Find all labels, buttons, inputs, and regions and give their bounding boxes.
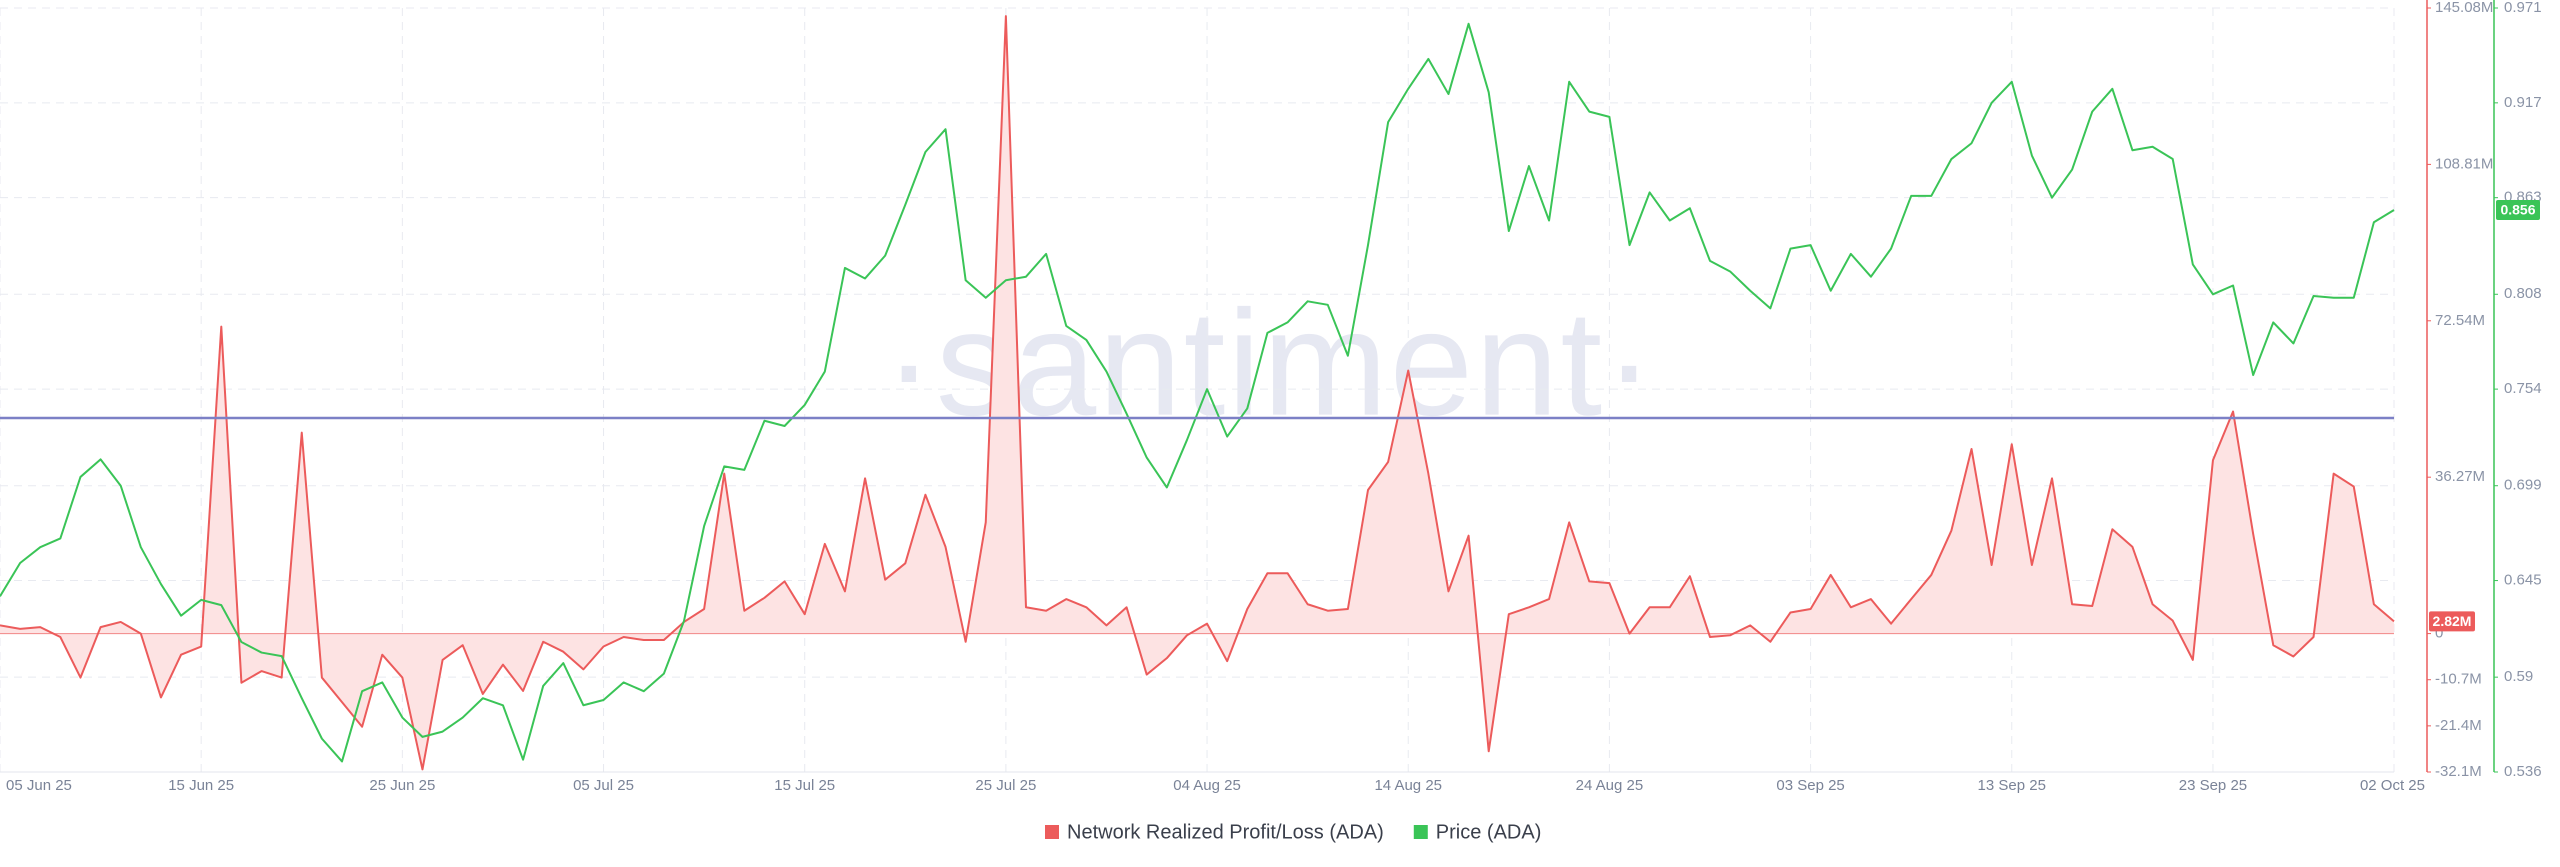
y-tick-label: -21.4M (2435, 717, 2482, 734)
legend-swatch (1045, 825, 1059, 839)
last-value-label: 0.856 (2500, 202, 2535, 218)
y2-tick-label: 0.536 (2504, 763, 2542, 780)
x-tick-label: 23 Sep 25 (2179, 777, 2247, 794)
y-tick-label: 145.08M (2435, 0, 2493, 16)
x-tick-label: 15 Jul 25 (774, 777, 835, 794)
x-tick-label: 02 Oct 25 (2360, 777, 2425, 794)
legend-label: Price (ADA) (1436, 821, 1542, 843)
x-tick-label: 15 Jun 25 (168, 777, 234, 794)
last-value-badge (2496, 199, 2540, 220)
y2-tick-label: 0.699 (2504, 477, 2542, 494)
last-value-badge (2429, 611, 2475, 632)
x-tick-label: 25 Jul 25 (975, 777, 1036, 794)
y2-tick-label: 0.645 (2504, 572, 2542, 589)
y-tick-label: 36.27M (2435, 468, 2485, 485)
x-tick-label: 13 Sep 25 (1978, 777, 2046, 794)
y-tick-label: -32.1M (2435, 763, 2482, 780)
series-line (0, 22, 2395, 763)
x-tick-label: 24 Aug 25 (1576, 777, 1644, 794)
y2-tick-label: 0.917 (2504, 94, 2542, 111)
y2-tick-label: 0.808 (2504, 285, 2542, 302)
x-tick-label: 25 Jun 25 (369, 777, 435, 794)
y-tick-label: 108.81M (2435, 155, 2493, 172)
x-tick-label: 14 Aug 25 (1374, 777, 1442, 794)
y2-tick-label: 0.971 (2504, 0, 2542, 16)
y-tick-label: -10.7M (2435, 671, 2482, 688)
y2-tick-label: 0.754 (2504, 380, 2542, 397)
y2-tick-label: 0.59 (2504, 668, 2533, 685)
x-tick-label: 03 Sep 25 (1776, 777, 1844, 794)
y-tick-label: 72.54M (2435, 312, 2485, 329)
legend: Network Realized Profit/Loss (ADA) Price … (1045, 821, 1541, 843)
legend-swatch (1413, 825, 1428, 839)
x-tick-label: 05 Jul 25 (573, 777, 634, 794)
x-tick-label: 04 Aug 25 (1173, 777, 1241, 794)
legend-label: Network Realized Profit/Loss (ADA) (1067, 821, 1384, 843)
x-tick-label: 05 Jun 25 (6, 777, 72, 794)
last-value-label: 2.82M (2433, 613, 2472, 629)
series-line (0, 15, 2395, 771)
y-tick-label: 0 (2435, 625, 2443, 642)
